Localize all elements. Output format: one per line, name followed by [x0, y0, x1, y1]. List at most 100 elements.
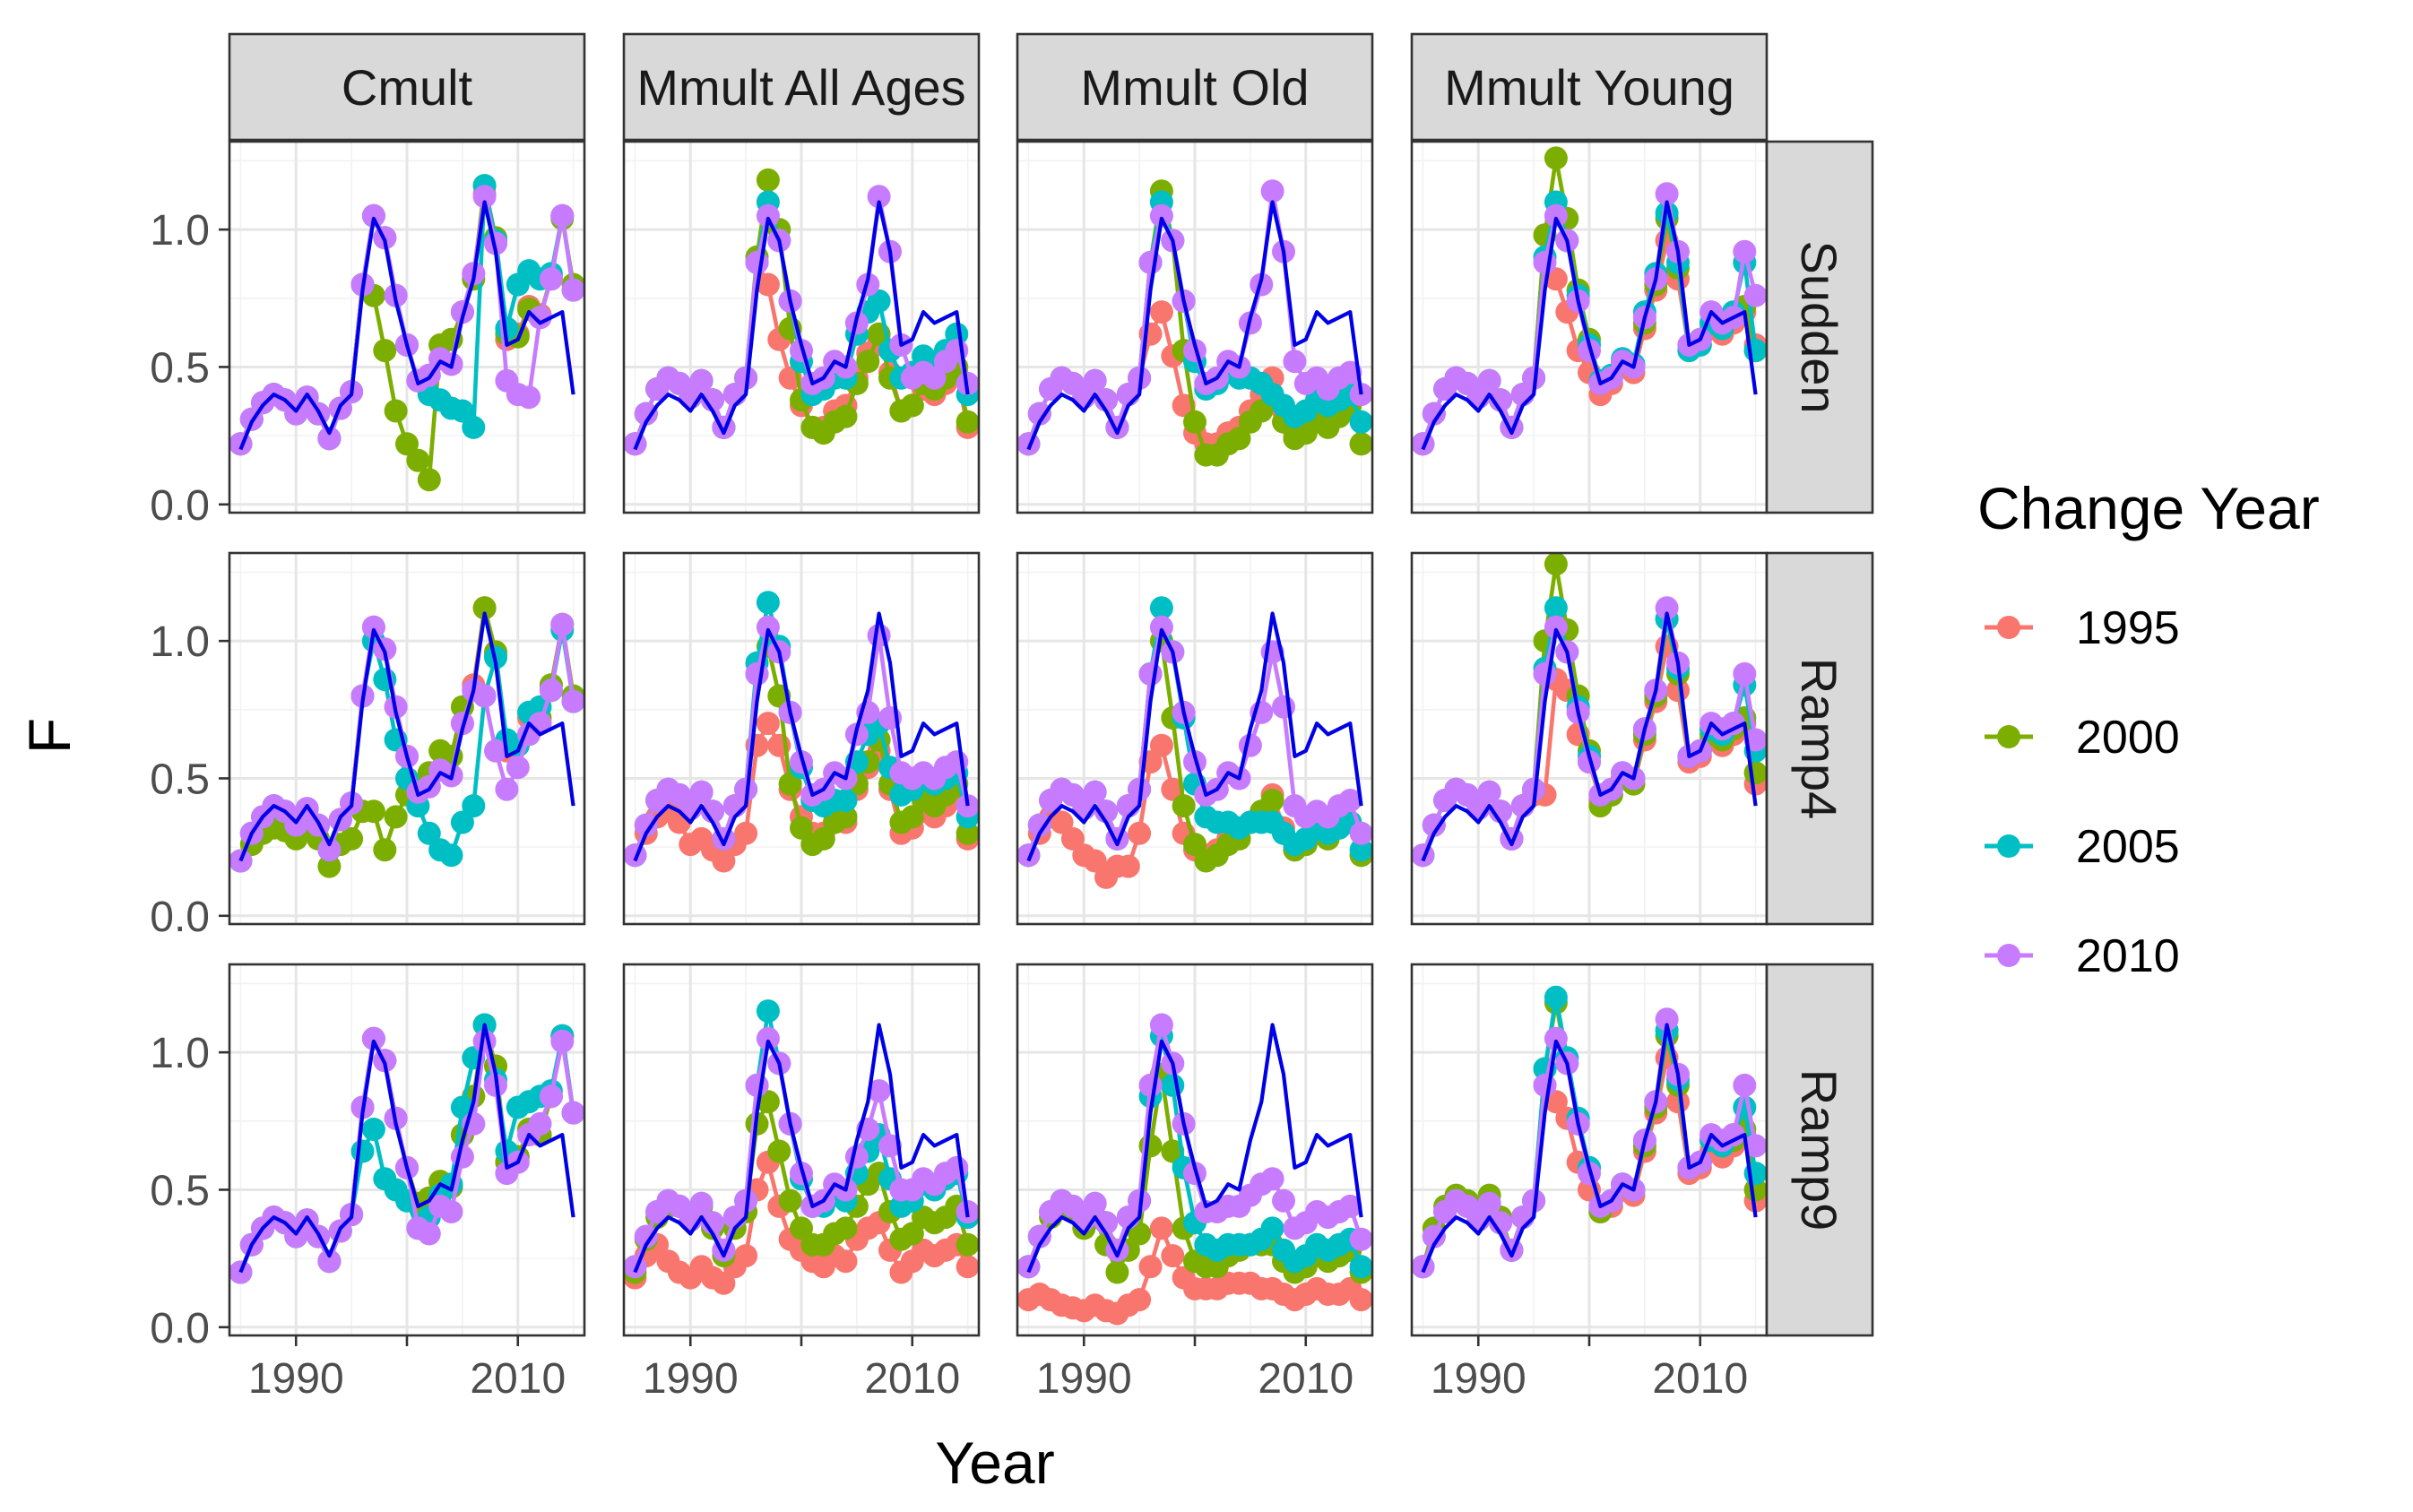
strip-background: [1765, 551, 1874, 926]
data-point-2010: [623, 432, 647, 456]
data-point-2010: [417, 1222, 441, 1246]
legend-label: 1995: [2076, 602, 2180, 654]
data-point-2010: [1149, 1013, 1173, 1037]
data-point-2000: [778, 1188, 802, 1213]
data-point-2010: [317, 1249, 342, 1274]
data-point-2010: [1477, 368, 1501, 393]
data-point-2010: [550, 1029, 575, 1053]
strip-background: [1765, 140, 1874, 514]
data-point-2000: [472, 596, 497, 620]
panel-mmult-all-ages-ramp9: [622, 963, 981, 1337]
x-tick-label: 2010: [470, 1355, 566, 1403]
x-axis-mmult-old: 1990 2010: [1036, 1335, 1354, 1403]
data-point-1995: [1128, 821, 1152, 845]
data-point-2010: [439, 1200, 463, 1223]
data-point-2010: [701, 799, 724, 824]
data-point-2005: [361, 1118, 385, 1141]
data-point-2010: [945, 750, 969, 774]
y-tick-label: 1.0: [150, 207, 210, 255]
data-point-2010: [1422, 1224, 1446, 1248]
reference-line: [1421, 200, 1758, 451]
y-tick-label: 0.5: [150, 756, 210, 803]
data-point-2005: [462, 794, 486, 818]
data-point-2000: [406, 448, 430, 472]
y-axis-title: F: [16, 718, 82, 754]
panel-cmult-ramp9: [228, 963, 586, 1337]
data-point-2010: [495, 777, 519, 801]
x-axis-mmult-young: 1990 2010: [1431, 1335, 1748, 1403]
x-tick-label: 1990: [1431, 1355, 1527, 1403]
strip-label: Sudden: [1791, 240, 1847, 413]
data-point-2005: [350, 1139, 375, 1163]
panel-border: [228, 551, 586, 926]
panel-mmult-all-ages-ramp4: [622, 551, 981, 926]
panels-layer: [228, 140, 1769, 1337]
panel-mmult-young-ramp4: [1410, 551, 1769, 926]
data-point-2010: [1733, 661, 1757, 686]
panel-mmult-young-sudden: [1410, 140, 1769, 514]
data-point-2000: [767, 1139, 791, 1163]
reference-line: [1026, 1023, 1363, 1274]
legend-key-point: [1997, 944, 2020, 967]
data-point-2010: [1743, 728, 1768, 752]
data-point-2010: [1283, 350, 1307, 374]
data-point-2000: [790, 1216, 813, 1240]
data-point-2010: [1422, 402, 1446, 426]
data-point-2005: [1260, 1216, 1284, 1240]
data-point-2000: [834, 805, 858, 829]
panel-cmult-sudden: [228, 140, 586, 514]
data-point-2000: [756, 1090, 780, 1114]
data-point-2010: [634, 813, 658, 837]
data-point-1995: [1128, 1288, 1152, 1312]
data-point-2010: [756, 615, 780, 639]
data-point-2005: [417, 821, 441, 845]
data-point-2010: [284, 402, 308, 426]
reference-line: [1421, 611, 1758, 862]
data-point-1995: [1349, 1288, 1373, 1312]
data-point-2010: [284, 1224, 308, 1248]
data-point-2010: [561, 1101, 585, 1125]
data-point-2010: [1138, 250, 1163, 274]
data-point-2010: [539, 267, 563, 291]
data-point-2010: [1338, 789, 1362, 812]
data-point-1995: [734, 1244, 758, 1268]
data-point-2010: [689, 368, 714, 393]
data-point-2010: [1743, 1134, 1768, 1158]
data-point-2010: [1083, 368, 1107, 393]
data-point-2010: [472, 684, 497, 708]
data-point-2010: [1083, 780, 1107, 804]
data-point-2000: [811, 826, 835, 851]
data-point-2010: [1149, 203, 1173, 228]
data-point-2010: [1138, 1073, 1163, 1097]
data-point-2005: [450, 810, 474, 834]
legend: Change Year 1995 2000 2005 2010: [1977, 475, 2320, 982]
data-point-2000: [1183, 833, 1206, 857]
data-point-2010: [1477, 1191, 1501, 1215]
data-point-2010: [539, 1084, 563, 1109]
data-point-2010: [922, 366, 947, 390]
data-point-2010: [1411, 843, 1435, 868]
axes-layer: 0.0 0.5 1.0 0.0 0.5 1.0 0.0 0.5 1.0 1990 2010 1990 2…: [150, 207, 1748, 1403]
panel-cmult-ramp4: [228, 551, 586, 926]
data-point-2000: [900, 1222, 924, 1246]
x-axis-cmult: 1990 2010: [248, 1335, 566, 1403]
data-point-2010: [561, 689, 585, 713]
data-point-2010: [506, 756, 530, 780]
data-point-2005: [756, 591, 780, 615]
data-point-2010: [472, 185, 497, 209]
panel-mmult-old-ramp9: [1016, 963, 1374, 1337]
data-point-2010: [634, 402, 658, 426]
x-tick-label: 1990: [1036, 1355, 1132, 1403]
data-point-2005: [1149, 596, 1173, 620]
legend-entry-2005: 2005: [1985, 821, 2180, 873]
reference-line: [1026, 611, 1363, 862]
data-point-2010: [229, 432, 253, 456]
legend-entry-2000: 2000: [1985, 712, 2180, 764]
data-point-1995: [1161, 1244, 1185, 1268]
data-point-2000: [956, 410, 980, 434]
panel-mmult-young-ramp9: [1410, 963, 1769, 1337]
data-point-2010: [361, 203, 385, 228]
data-point-2000: [384, 805, 408, 829]
panel-border: [1016, 551, 1374, 926]
